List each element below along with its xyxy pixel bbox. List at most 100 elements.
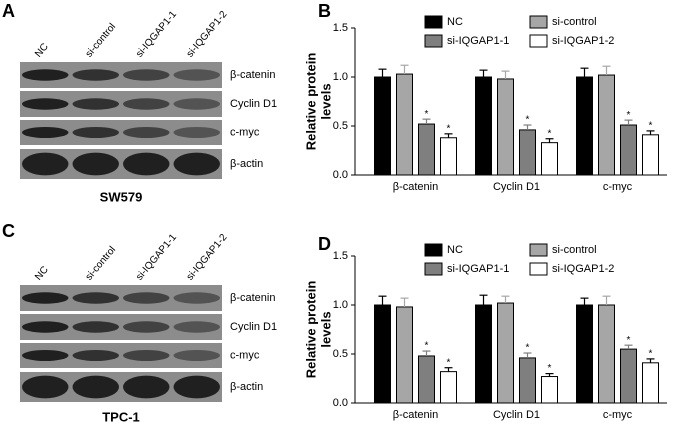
bar <box>598 74 615 176</box>
blot-band <box>22 321 69 333</box>
protein-label: β-actin <box>230 158 263 170</box>
blot-band <box>72 321 119 333</box>
y-tick-label: 0.0 <box>333 169 348 181</box>
error-bar <box>523 124 532 130</box>
blot-band <box>173 375 220 399</box>
significance-label: * <box>548 363 552 374</box>
legend-swatch <box>529 243 548 257</box>
significance-label: * <box>526 343 530 354</box>
error-bar <box>378 295 387 305</box>
significance-label: * <box>627 335 631 346</box>
error-bar <box>602 65 611 76</box>
legend-label: si-IQGAP1-2 <box>552 35 614 47</box>
bar <box>519 357 536 404</box>
blot-band <box>22 98 69 110</box>
bar <box>541 142 558 176</box>
legend-swatch <box>424 243 443 257</box>
error-bar <box>646 358 655 363</box>
y-tick-label: 0.0 <box>333 397 348 409</box>
x-tick-label: c-myc <box>603 181 633 193</box>
y-tick-label: 0.5 <box>333 348 348 360</box>
error-bar <box>378 68 387 77</box>
bar <box>475 304 492 404</box>
blot-band <box>123 98 170 110</box>
bar <box>519 129 536 176</box>
significance-label: * <box>649 349 653 360</box>
blot-band <box>22 69 69 81</box>
bar <box>374 76 391 176</box>
blot-band <box>173 127 220 138</box>
bar <box>418 355 435 404</box>
bar <box>620 124 637 176</box>
bar <box>576 304 593 404</box>
blot-band <box>123 350 170 361</box>
lane-label: si-IQGAP1-1 <box>134 9 179 60</box>
legend-swatch <box>529 15 548 29</box>
blot-band <box>22 375 69 399</box>
legend-swatch <box>424 15 443 29</box>
error-bar <box>444 367 453 372</box>
panel-letter: D <box>318 234 331 254</box>
blot-band <box>173 350 220 361</box>
y-axis-label: Relative protein <box>303 53 318 151</box>
x-tick-label: β-catenin <box>393 181 438 193</box>
legend-swatch <box>424 262 443 276</box>
significance-label: * <box>447 123 451 134</box>
lane-label: NC <box>33 264 51 282</box>
error-bar <box>580 67 589 77</box>
legend-label: NC <box>447 16 463 28</box>
bar <box>440 137 457 176</box>
blot-band <box>72 69 119 81</box>
x-tick-label: c-myc <box>603 409 633 421</box>
y-axis-label: levels <box>318 311 333 347</box>
significance-label: * <box>447 357 451 368</box>
legend-label: si-IQGAP1-1 <box>447 263 509 275</box>
blot-band <box>22 152 69 176</box>
blot-band <box>123 321 170 333</box>
bar <box>642 134 659 176</box>
error-bar <box>400 297 409 307</box>
error-bar <box>501 295 510 304</box>
blot-band <box>173 69 220 81</box>
protein-label: c-myc <box>230 349 260 361</box>
y-tick-label: 1.5 <box>333 22 348 34</box>
y-tick-label: 0.5 <box>333 120 348 132</box>
legend-label: si-control <box>552 244 597 256</box>
legend-label: si-IQGAP1-1 <box>447 35 509 47</box>
y-axis-label: levels <box>318 83 333 119</box>
lane-label: NC <box>33 41 51 59</box>
bar <box>396 306 413 404</box>
blot-band <box>123 127 170 138</box>
blot-band <box>173 152 220 176</box>
blot-band <box>123 292 170 304</box>
significance-label: * <box>627 110 631 121</box>
lane-label: si-IQGAP1-1 <box>134 232 179 283</box>
bar <box>642 362 659 404</box>
protein-label: β-catenin <box>230 292 275 304</box>
blot-band <box>173 292 220 304</box>
x-tick-label: Cyclin D1 <box>493 181 540 193</box>
lane-label: si-IQGAP1-2 <box>185 9 230 60</box>
y-tick-label: 1.0 <box>333 299 348 311</box>
blot-band <box>72 375 119 399</box>
significance-label: * <box>425 109 429 120</box>
error-bar <box>624 119 633 126</box>
error-bar <box>523 352 532 358</box>
bar <box>475 76 492 176</box>
bar <box>620 348 637 404</box>
protein-label: β-actin <box>230 381 263 393</box>
cell-line: TPC-1 <box>102 409 140 424</box>
lane-label: si-control <box>84 244 119 282</box>
protein-label: β-catenin <box>230 69 275 81</box>
blot-band <box>72 127 119 138</box>
bar <box>396 73 413 176</box>
error-bar <box>545 138 554 143</box>
error-bar <box>646 130 655 135</box>
protein-label: Cyclin D1 <box>230 321 277 333</box>
x-tick-label: β-catenin <box>393 409 438 421</box>
bar <box>598 304 615 404</box>
blot-band <box>123 69 170 81</box>
legend-swatch <box>529 262 548 276</box>
blot-band <box>123 152 170 176</box>
